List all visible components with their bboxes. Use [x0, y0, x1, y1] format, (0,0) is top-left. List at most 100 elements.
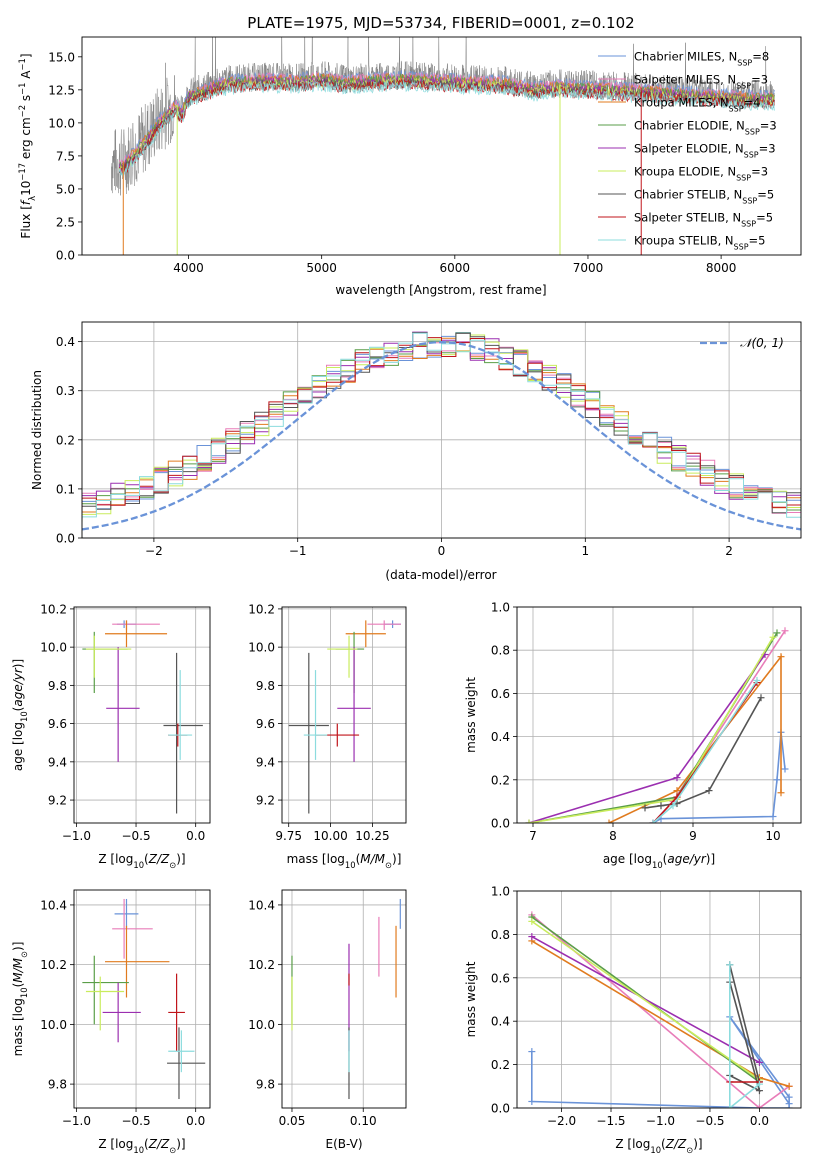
- y-axis-label-part: ]: [19, 53, 33, 58]
- x-tick-label: 4000: [173, 261, 204, 275]
- x-tick-label: 0.05: [279, 1114, 306, 1128]
- legend-eq: =3: [751, 73, 768, 87]
- x-axis-label-part: ⊙: [686, 1145, 693, 1155]
- y-axis-label-part: 10: [19, 181, 33, 196]
- y-tick-label: 9.2: [256, 794, 275, 808]
- series-line: [644, 697, 762, 809]
- series-line: [608, 654, 782, 823]
- point-chabrier-elodie: [335, 631, 365, 694]
- point-kroupa-elodie: [85, 976, 125, 1031]
- y-axis-label-part: A: [19, 70, 33, 83]
- point-kroupa-stelib: [168, 1030, 195, 1073]
- series-chabrier-stelib: [726, 961, 763, 1095]
- point-chabrier-stelib: [288, 652, 329, 814]
- legend-entry: Salpeter MILES, NSSP=3: [634, 73, 768, 91]
- y-axis-label-part: 10: [19, 987, 29, 998]
- x-axis-label-part: )]: [706, 852, 715, 866]
- y-axis-label-part: λ: [27, 196, 37, 201]
- plot-area: [82, 898, 206, 1100]
- y-tick-label: 1.0: [491, 601, 510, 615]
- y-tick-label: 9.8: [256, 679, 275, 693]
- y-tick-label: 10.0: [48, 116, 75, 130]
- y-tick-label: 5.0: [56, 182, 75, 196]
- axes-frame: [81, 321, 802, 539]
- plot-area: [525, 627, 789, 823]
- x-tick-label: −0.5: [121, 1114, 150, 1128]
- x-axis-label-part: (: [356, 852, 361, 866]
- x-axis-label-part: 10: [650, 1145, 661, 1155]
- x-tick-label: 10: [765, 829, 780, 843]
- y-tick-label: 9.8: [256, 1078, 275, 1092]
- histogram-kroupa-stelib: [82, 332, 801, 518]
- y-axis-label-part: )]: [11, 659, 25, 668]
- series-line: [729, 964, 760, 1108]
- y-axis-label-part: −2: [17, 105, 27, 117]
- x-tick-label: −0.5: [695, 1114, 724, 1128]
- legend-eq: =5: [757, 188, 774, 202]
- x-tick-label: −0.5: [121, 829, 150, 843]
- y-tick-label: 0.0: [491, 817, 510, 831]
- point-kroupa-stelib: [303, 670, 328, 760]
- legend-label: Salpeter STELIB, N: [634, 211, 741, 225]
- x-tick-label: 8000: [706, 261, 737, 275]
- y-tick-label: 0.2: [56, 433, 75, 447]
- legend-eq: =3: [760, 119, 777, 133]
- x-axis-label-part: 10: [652, 860, 663, 870]
- x-axis-label-part: age/yr: [667, 852, 706, 866]
- point-salpeter-elodie: [102, 982, 141, 1043]
- x-axis-label-part: M/M: [360, 852, 385, 866]
- legend-sub: SSP: [742, 196, 757, 205]
- x-axis-label-part: (: [663, 852, 668, 866]
- y-tick-label: 0.2: [491, 1058, 510, 1072]
- y-axis-label-part: )]: [11, 942, 25, 951]
- y-axis-label-part: erg cm: [19, 117, 33, 163]
- axes-frame: [81, 36, 802, 256]
- legend-entry: Salpeter STELIB, NSSP=5: [634, 211, 773, 229]
- y-tick-label: 9.6: [256, 717, 275, 731]
- axes-frame: [73, 606, 211, 824]
- y-axis-label: mass [log10(M/M⊙)]: [11, 942, 29, 1057]
- plot-area: [111, 37, 775, 255]
- y-tick-label: 9.6: [48, 717, 67, 731]
- legend-eq: =5: [749, 234, 766, 248]
- legend-sub: SSP: [729, 104, 744, 113]
- series-line: [652, 732, 786, 823]
- series-line: [528, 654, 766, 823]
- point-chabrier-elodie: [82, 955, 129, 1025]
- y-tick-label: 0.0: [56, 249, 75, 263]
- series-line: [531, 935, 760, 1064]
- legend-sub: SSP: [736, 81, 751, 90]
- y-tick-label: 15.0: [48, 50, 75, 64]
- y-tick-label: 0.4: [491, 1015, 510, 1029]
- legend-eq: =5: [756, 211, 773, 225]
- figure-title: PLATE=1975, MJD=53734, FIBERID=0001, z=0…: [247, 14, 634, 32]
- x-tick-label: 2: [725, 544, 733, 558]
- legend-label: Salpeter MILES, N: [634, 73, 736, 87]
- x-axis-label-part: )]: [176, 1137, 185, 1151]
- x-tick-label: 0.0: [186, 829, 205, 843]
- y-axis-label-part: −1: [17, 83, 27, 95]
- x-axis-label-part: ⊙: [169, 1145, 176, 1155]
- model-spectrum-kroupa-stelib: [118, 80, 775, 177]
- legend-sub: SSP: [736, 173, 751, 182]
- model-spectrum-chabrier-stelib: [118, 77, 775, 175]
- axes-frame: [281, 606, 407, 824]
- x-tick-label: −2.0: [547, 1114, 576, 1128]
- y-axis-label-part: s: [19, 95, 33, 105]
- legend-label: Kroupa MILES, N: [634, 96, 729, 110]
- y-axis-label-part: f: [19, 199, 33, 205]
- y-tick-label: 7.5: [56, 149, 75, 163]
- point-kroupa-miles: [105, 620, 168, 648]
- x-axis-label: mass [log10(M/M⊙)]: [287, 852, 402, 870]
- x-tick-label: 8: [609, 829, 617, 843]
- y-axis-label-part: ⊙: [19, 951, 29, 958]
- x-tick-label: 9.75: [275, 829, 302, 843]
- y-tick-label: 0.3: [56, 384, 75, 398]
- y-tick-label: 0.1: [56, 482, 75, 496]
- x-tick-label: 0.10: [350, 1114, 377, 1128]
- x-axis-label-part: )]: [392, 852, 401, 866]
- y-axis-label-part: 10: [19, 711, 29, 722]
- y-axis-label-part: Flux [: [19, 205, 33, 238]
